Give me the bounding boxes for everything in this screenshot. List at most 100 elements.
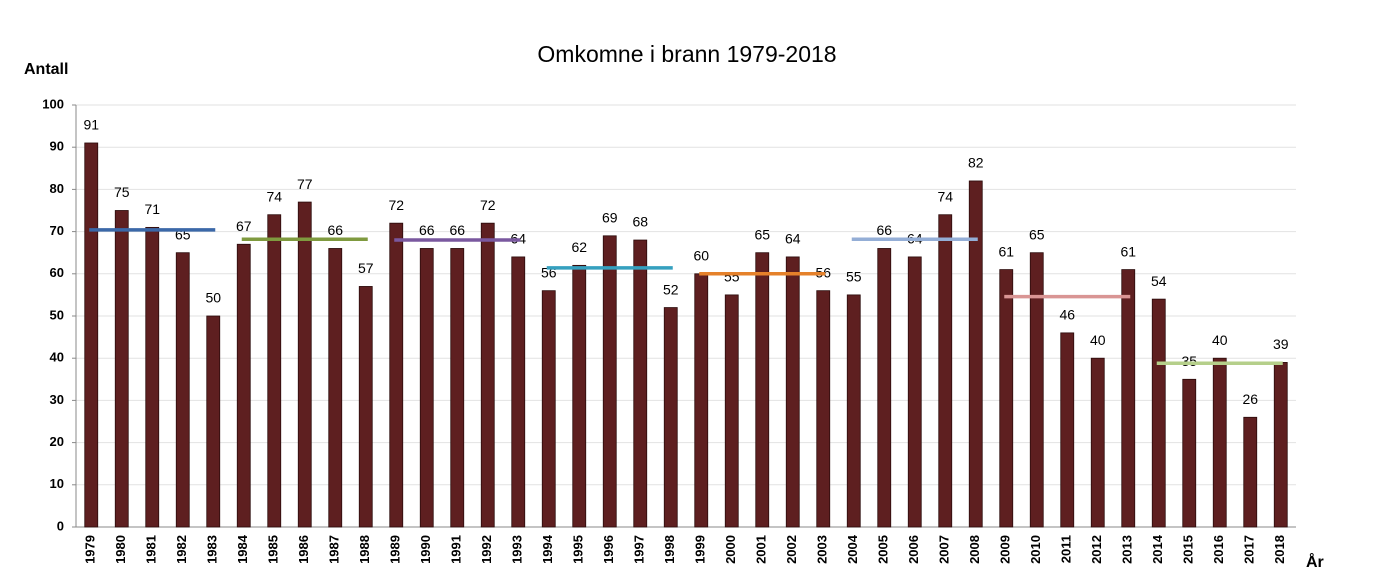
bar: [114, 210, 129, 528]
x-tick-label: 2015: [1181, 535, 1196, 564]
bar: [1090, 357, 1105, 528]
data-label: 61: [998, 243, 1014, 259]
bar: [328, 248, 343, 528]
data-label: 65: [754, 226, 770, 242]
x-tick-label: 1995: [571, 535, 586, 564]
data-label: 60: [693, 248, 709, 264]
x-tick-label: 1982: [174, 535, 189, 564]
data-label: 50: [205, 290, 221, 306]
data-label: 46: [1059, 307, 1075, 323]
x-tick-label: 1997: [632, 535, 647, 564]
bar: [358, 286, 373, 528]
x-tick-label: 2007: [937, 535, 952, 564]
bar: [206, 315, 221, 528]
data-label: 57: [358, 260, 374, 276]
x-tick-label: 2002: [784, 535, 799, 564]
x-tick-label: 2005: [876, 535, 891, 564]
bar: [84, 142, 99, 528]
y-tick-label: 100: [42, 96, 64, 111]
data-label: 40: [1090, 332, 1106, 348]
bar: [419, 248, 434, 528]
bar: [450, 248, 465, 528]
y-tick-label: 80: [50, 181, 64, 196]
x-tick-label: 1986: [296, 535, 311, 564]
y-tick-label: 50: [50, 307, 64, 322]
x-tick-label: 1985: [266, 535, 281, 564]
x-tick-label: 1994: [540, 534, 555, 564]
x-tick-label: 1987: [327, 535, 342, 564]
data-label: 71: [144, 201, 160, 217]
bar: [511, 256, 526, 528]
data-label: 66: [449, 222, 465, 238]
x-tick-label: 1983: [205, 535, 220, 564]
bar: [968, 180, 983, 528]
data-label: 62: [571, 239, 587, 255]
x-tick-label: 2012: [1089, 535, 1104, 564]
bar: [877, 248, 892, 528]
x-tick-label: 1991: [449, 535, 464, 564]
bar: [816, 290, 831, 528]
data-label: 26: [1242, 391, 1258, 407]
bar: [663, 307, 678, 528]
data-label: 40: [1212, 332, 1228, 348]
bar: [175, 252, 190, 528]
x-tick-label: 2018: [1272, 535, 1287, 564]
bar: [236, 243, 251, 528]
data-label: 54: [1151, 273, 1167, 289]
data-label: 74: [937, 188, 953, 204]
x-tick-label: 1992: [479, 535, 494, 564]
data-label: 55: [724, 269, 740, 285]
y-tick-label: 10: [50, 476, 64, 491]
bar: [1212, 357, 1227, 528]
data-label: 91: [83, 117, 99, 133]
x-tick-label: 1981: [144, 535, 159, 564]
x-tick-label: 1984: [235, 534, 250, 564]
x-tick-label: 1988: [357, 535, 372, 564]
y-tick-label: 60: [50, 265, 64, 280]
bar: [480, 222, 495, 528]
bar: [541, 290, 556, 528]
data-label: 66: [327, 222, 343, 238]
x-tick-label: 2013: [1120, 535, 1135, 564]
x-tick-label: 2011: [1059, 535, 1074, 563]
data-label: 39: [1273, 336, 1289, 352]
bar: [389, 222, 404, 528]
bar: [1273, 362, 1288, 528]
bar: [907, 256, 922, 528]
x-tick-label: 2014: [1150, 534, 1165, 564]
data-label: 82: [968, 155, 984, 171]
x-tick-label: 2009: [998, 535, 1013, 564]
x-tick-label: 1993: [510, 535, 525, 564]
data-label: 64: [785, 231, 801, 247]
data-label: 52: [663, 281, 679, 297]
bar: [1182, 378, 1197, 528]
data-label: 77: [297, 176, 313, 192]
y-axis-label: Antall: [24, 61, 68, 78]
data-label: 72: [388, 197, 404, 213]
bar: [572, 264, 587, 528]
y-tick-label: 70: [50, 223, 64, 238]
x-tick-label: 1996: [601, 535, 616, 564]
x-tick-label: 2006: [906, 535, 921, 564]
data-label: 55: [846, 269, 862, 285]
x-tick-label: 2000: [723, 535, 738, 564]
bar: [846, 294, 861, 528]
data-label: 69: [602, 210, 618, 226]
data-label: 66: [876, 222, 892, 238]
bar: [633, 239, 648, 528]
data-label: 75: [114, 184, 130, 200]
bar: [938, 214, 953, 528]
bar: [755, 252, 770, 528]
y-tick-label: 90: [50, 139, 64, 154]
chart-title: Omkomne i brann 1979-2018: [537, 41, 836, 67]
y-tick-label: 0: [57, 518, 64, 533]
bar: [785, 256, 800, 528]
x-tick-label: 2008: [967, 535, 982, 564]
data-label: 74: [266, 188, 282, 204]
data-label: 61: [1120, 243, 1136, 259]
x-tick-label: 2004: [845, 534, 860, 564]
bar: [145, 226, 160, 528]
x-tick-label: 1990: [418, 535, 433, 564]
bar: [1151, 298, 1166, 528]
